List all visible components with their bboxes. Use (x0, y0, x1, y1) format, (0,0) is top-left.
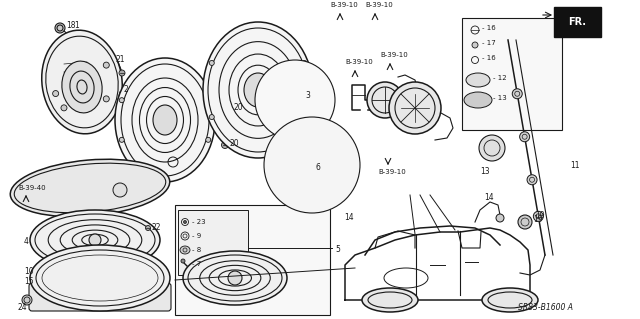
Circle shape (52, 91, 59, 97)
Ellipse shape (30, 210, 160, 270)
Circle shape (209, 61, 214, 65)
Circle shape (472, 42, 478, 48)
Circle shape (103, 96, 109, 102)
Text: - 23: - 23 (192, 219, 205, 225)
Text: B-39-10: B-39-10 (365, 2, 393, 8)
Circle shape (301, 115, 307, 120)
Text: 6: 6 (315, 164, 320, 173)
Text: B-39-10: B-39-10 (378, 169, 406, 175)
Ellipse shape (362, 288, 418, 312)
Circle shape (205, 98, 211, 103)
Circle shape (479, 135, 505, 161)
Text: 21: 21 (115, 56, 125, 64)
Ellipse shape (153, 105, 177, 135)
Ellipse shape (466, 73, 490, 87)
Text: - 16: - 16 (482, 25, 496, 31)
Text: 13: 13 (480, 167, 490, 176)
Bar (462, 18, 562, 130)
Ellipse shape (180, 246, 190, 254)
Circle shape (119, 98, 124, 103)
Ellipse shape (183, 251, 287, 305)
Circle shape (145, 226, 150, 231)
Text: 24: 24 (18, 303, 28, 313)
Text: - 12: - 12 (493, 75, 507, 81)
Circle shape (22, 295, 32, 305)
Circle shape (255, 60, 335, 140)
Text: 20: 20 (229, 138, 239, 147)
Circle shape (228, 271, 242, 285)
Circle shape (389, 82, 441, 134)
Text: 3: 3 (305, 91, 310, 100)
Text: 18: 18 (66, 21, 76, 31)
Ellipse shape (244, 73, 272, 107)
Circle shape (184, 220, 186, 224)
Text: - 7: - 7 (192, 261, 201, 267)
Circle shape (113, 183, 127, 197)
Text: 4: 4 (24, 238, 29, 247)
FancyBboxPatch shape (554, 7, 601, 37)
Circle shape (367, 82, 403, 118)
Ellipse shape (464, 92, 492, 108)
Circle shape (181, 259, 185, 263)
Circle shape (55, 23, 65, 33)
Circle shape (221, 142, 228, 149)
Ellipse shape (203, 22, 313, 158)
Text: - 13: - 13 (493, 95, 507, 101)
Text: 20: 20 (234, 103, 244, 113)
Text: FR.: FR. (568, 17, 586, 27)
Circle shape (527, 175, 537, 185)
Circle shape (301, 61, 307, 65)
Ellipse shape (482, 288, 538, 312)
Ellipse shape (42, 30, 122, 134)
Circle shape (103, 62, 109, 68)
Circle shape (89, 234, 101, 246)
FancyBboxPatch shape (29, 283, 171, 311)
Circle shape (205, 137, 211, 142)
Circle shape (209, 115, 214, 120)
Text: 19: 19 (533, 216, 543, 225)
Text: 10: 10 (24, 268, 34, 277)
Circle shape (119, 137, 124, 142)
Text: - 17: - 17 (482, 40, 496, 46)
Text: 11: 11 (570, 160, 579, 169)
Text: 22: 22 (152, 224, 161, 233)
Ellipse shape (115, 58, 215, 182)
Circle shape (264, 117, 360, 213)
Text: 14: 14 (344, 213, 354, 222)
Bar (178, 210, 248, 275)
Text: 19: 19 (535, 211, 545, 219)
Bar (175, 205, 330, 315)
Text: - 8: - 8 (192, 247, 201, 253)
Ellipse shape (30, 245, 170, 311)
Text: B-39-40: B-39-40 (18, 185, 45, 191)
Text: - 9: - 9 (192, 233, 201, 239)
Text: 1: 1 (74, 21, 79, 31)
Text: 14: 14 (484, 194, 493, 203)
Circle shape (496, 214, 504, 222)
Text: B-39-10: B-39-10 (330, 2, 358, 8)
Text: SR83-B1600 A: SR83-B1600 A (518, 303, 573, 313)
Ellipse shape (10, 159, 170, 217)
Text: 15: 15 (24, 278, 34, 286)
Text: B-39-10: B-39-10 (380, 52, 408, 58)
Circle shape (227, 112, 234, 118)
Circle shape (119, 70, 125, 76)
Circle shape (512, 89, 522, 99)
Ellipse shape (62, 61, 102, 113)
Circle shape (61, 105, 67, 111)
Text: - 16: - 16 (482, 55, 496, 61)
Text: B-39-10: B-39-10 (345, 59, 372, 65)
Circle shape (518, 215, 532, 229)
Circle shape (520, 132, 530, 142)
Text: 5: 5 (335, 246, 340, 255)
Text: 2: 2 (123, 85, 128, 94)
Circle shape (533, 211, 543, 221)
